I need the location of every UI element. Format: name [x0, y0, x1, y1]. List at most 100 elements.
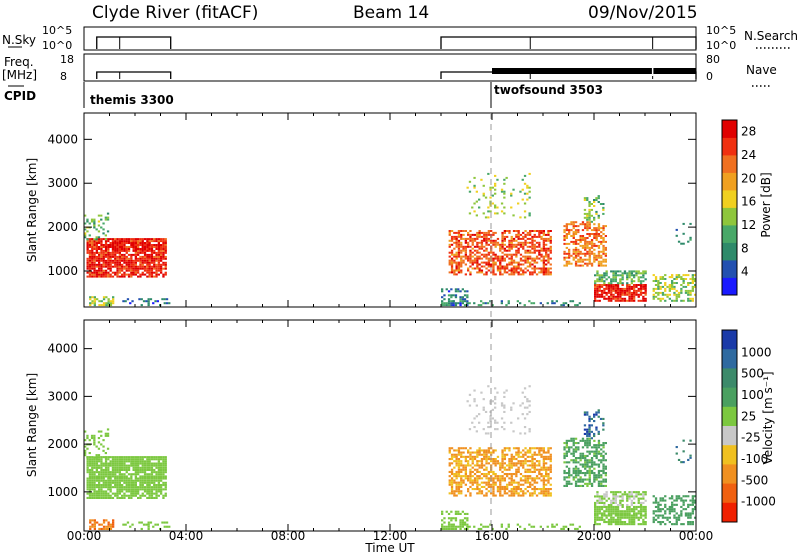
vel-cell-0 — [150, 471, 154, 474]
power-cell-6 — [469, 255, 472, 258]
power-cell-0 — [139, 267, 142, 270]
power-cell-10 — [598, 299, 601, 302]
power-cell-12 — [654, 287, 658, 290]
power-cell-6 — [503, 249, 506, 252]
vel-cell-5 — [441, 527, 444, 530]
power-cell-6 — [515, 243, 518, 246]
vel-cell-6 — [483, 455, 486, 458]
power-cell-0 — [127, 257, 131, 260]
power-cell-0 — [127, 273, 131, 276]
power-cell-4 — [466, 294, 469, 297]
power-cell-11 — [603, 276, 606, 279]
power-cell-7 — [473, 176, 476, 179]
vel-cell-8 — [590, 450, 594, 453]
vel-cell-6 — [450, 473, 454, 476]
vel-cell-6 — [483, 473, 486, 476]
vel-cell-0 — [91, 488, 94, 491]
power-cell-11 — [600, 278, 604, 281]
power-cell-0 — [102, 271, 105, 274]
power-cell-0 — [114, 251, 117, 254]
vel-cell-9 — [593, 415, 596, 418]
power-cell-8 — [597, 246, 601, 249]
vel-cell-11 — [621, 499, 624, 502]
vel-cell-10 — [596, 505, 599, 508]
vel-cell-8 — [563, 442, 566, 445]
power-cell-0 — [102, 238, 105, 241]
power-cell-0 — [132, 246, 135, 248]
vel-cell-13 — [682, 461, 685, 464]
power-cell-4 — [454, 296, 458, 299]
power-cell-0 — [162, 255, 165, 258]
power-cell-10 — [614, 299, 617, 302]
vel-cell-7 — [523, 387, 527, 390]
vel-cell-6 — [455, 475, 458, 478]
power-cell-11 — [639, 282, 643, 285]
vel-cell-0 — [114, 492, 117, 495]
vel-cell-0 — [162, 475, 165, 478]
vel-cell-8 — [595, 452, 598, 455]
vel-cell-0 — [88, 477, 92, 480]
vel-cell-6 — [540, 466, 543, 469]
power-cell-8 — [597, 252, 601, 255]
vel-cell-0 — [116, 458, 119, 461]
vel-cell-10 — [612, 518, 615, 521]
vel-cell-8 — [568, 474, 571, 477]
vel-cell-12 — [687, 512, 690, 515]
vel-cell-12 — [680, 497, 683, 500]
power-cell-8 — [593, 229, 596, 232]
vel-cell-7 — [496, 421, 499, 424]
power-cell-10 — [603, 287, 606, 290]
power-cell-0 — [155, 275, 158, 278]
vel-cell-6 — [485, 458, 488, 461]
power-cell-10 — [605, 297, 608, 300]
power-cell-0 — [153, 267, 156, 270]
vel-cell-6 — [453, 455, 456, 458]
power-cell-6 — [496, 265, 500, 268]
vel-cell-4 — [443, 517, 446, 520]
power-cell-13 — [680, 242, 683, 245]
power-cell-0 — [141, 255, 144, 258]
power-cell-6 — [476, 255, 479, 258]
power-cell-6 — [457, 249, 461, 252]
vel-cell-6 — [508, 458, 511, 461]
power-cell-8 — [565, 242, 568, 245]
vel-cell-3 — [163, 521, 166, 524]
velocity-colorbar-frame — [721, 329, 738, 523]
power-cell-0 — [93, 261, 96, 264]
power-cell-8 — [588, 225, 591, 228]
vel-cell-0 — [118, 468, 121, 471]
vel-cell-8 — [568, 472, 571, 475]
vel-cell-8 — [563, 472, 566, 475]
vel-cell-8 — [586, 461, 589, 464]
vel-cell-0 — [123, 481, 126, 484]
power-cell-0 — [162, 253, 165, 256]
vel-cell-0 — [127, 479, 131, 482]
power-cell-10 — [598, 284, 601, 286]
vel-cell-6 — [508, 464, 511, 467]
vel-cell-2 — [89, 525, 92, 528]
vel-cell-0 — [125, 477, 128, 480]
power-cell-8 — [584, 258, 587, 261]
power-cell-10 — [614, 289, 617, 292]
vel-cell-10 — [612, 510, 615, 513]
power-cell-0 — [160, 265, 163, 268]
vel-cell-8 — [593, 450, 596, 453]
vel-cell-6 — [542, 477, 545, 480]
vel-cell-0 — [137, 492, 140, 495]
power-cell-8 — [586, 246, 589, 249]
power-cell-0 — [127, 275, 131, 278]
power-cell-6 — [545, 233, 548, 236]
power-cell-6 — [485, 267, 488, 270]
vel-cell-6 — [480, 453, 484, 456]
power-cell-0 — [116, 275, 119, 278]
power-cell-0 — [98, 257, 101, 260]
vel-cell-6 — [464, 475, 467, 478]
vel-cell-1 — [104, 452, 107, 455]
vel-cell-6 — [478, 490, 481, 493]
vel-cell-4 — [450, 517, 453, 520]
vel-cell-4 — [452, 525, 455, 528]
vel-cell-1 — [95, 445, 98, 448]
vel-cell-0 — [111, 460, 115, 463]
power-cell-0 — [143, 246, 147, 248]
vel-cell-10 — [605, 508, 608, 511]
